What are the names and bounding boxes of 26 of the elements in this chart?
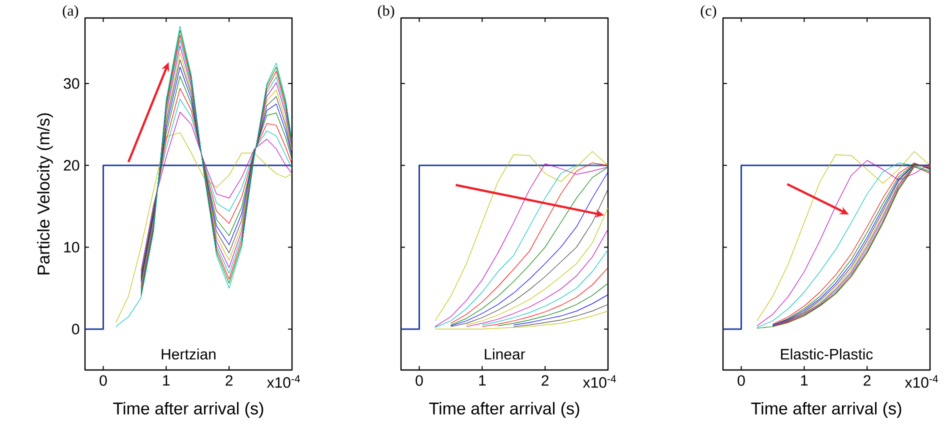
annotation: Hertzian [162,348,216,360]
y-tick-label: 10 [64,242,80,253]
annotation: Elastic-Plastic [781,348,873,360]
chart-title: (a) [62,5,78,19]
chart-title: (c) [700,5,716,19]
y-tick-label: 0 [72,324,80,334]
text: x10$^{-4}$ [582,375,616,388]
x-tick-label: 0 [100,375,107,386]
text: x10$^{-4}$ [266,375,300,388]
x-tick-label: 2 [542,375,549,386]
x-tick-label: 1 [479,375,486,386]
x-axis-title: Time after arrival (s) [751,402,902,418]
x-axis-title: Time after arrival (s) [113,402,264,418]
x-tick-label: 1 [163,375,170,386]
y-axis-title: Particle Velocity (m/s) [37,113,53,274]
y-tick-label: 20 [64,160,80,171]
x-tick-label: 1 [801,375,808,386]
y-tick-label: 30 [64,78,80,89]
chart-title: (b) [378,5,394,19]
x-tick-label: 2 [864,375,871,386]
x-tick-label: 0 [738,375,745,386]
x-axis-title: Time after arrival (s) [429,402,580,418]
x-tick-label: 2 [226,375,233,386]
text: x10$^{-4}$ [904,375,938,388]
x-tick-label: 0 [416,375,423,386]
annotation: Linear [484,348,526,360]
